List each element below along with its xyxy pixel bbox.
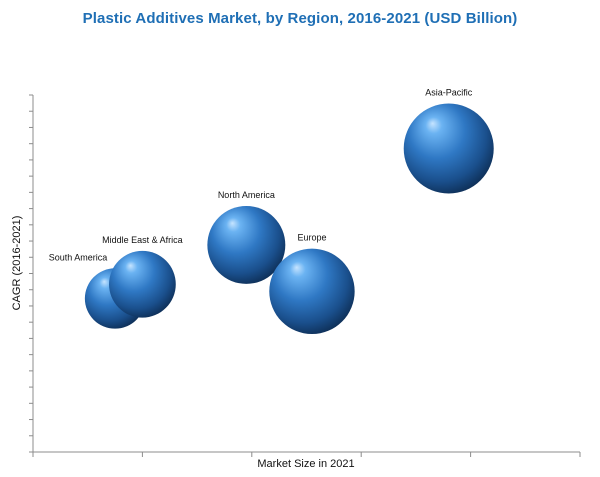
bubble-label-europe: Europe: [297, 233, 326, 243]
bubble-europe: [269, 248, 355, 335]
y-ticks: [29, 94, 33, 453]
y-axis-label: CAGR (2016-2021): [11, 216, 23, 311]
bubble-middle-east-africa: [109, 250, 176, 318]
bubbles: [84, 103, 494, 335]
bubble-north-america: [207, 205, 286, 284]
x-axis-label: Market Size in 2021: [257, 458, 354, 470]
bubble-label-south-america: South America: [49, 252, 108, 262]
bubble-label-middle-east-africa: Middle East & Africa: [102, 235, 183, 245]
bubble-label-asia-pacific: Asia-Pacific: [425, 88, 473, 98]
bubble-labels: South America Middle East & Africa North A…: [49, 88, 473, 263]
bubble-asia-pacific: [403, 103, 494, 194]
bubble-label-north-america: North America: [218, 190, 275, 200]
x-ticks: [32, 452, 581, 457]
chart-title: Plastic Additives Market, by Region, 201…: [82, 10, 518, 27]
